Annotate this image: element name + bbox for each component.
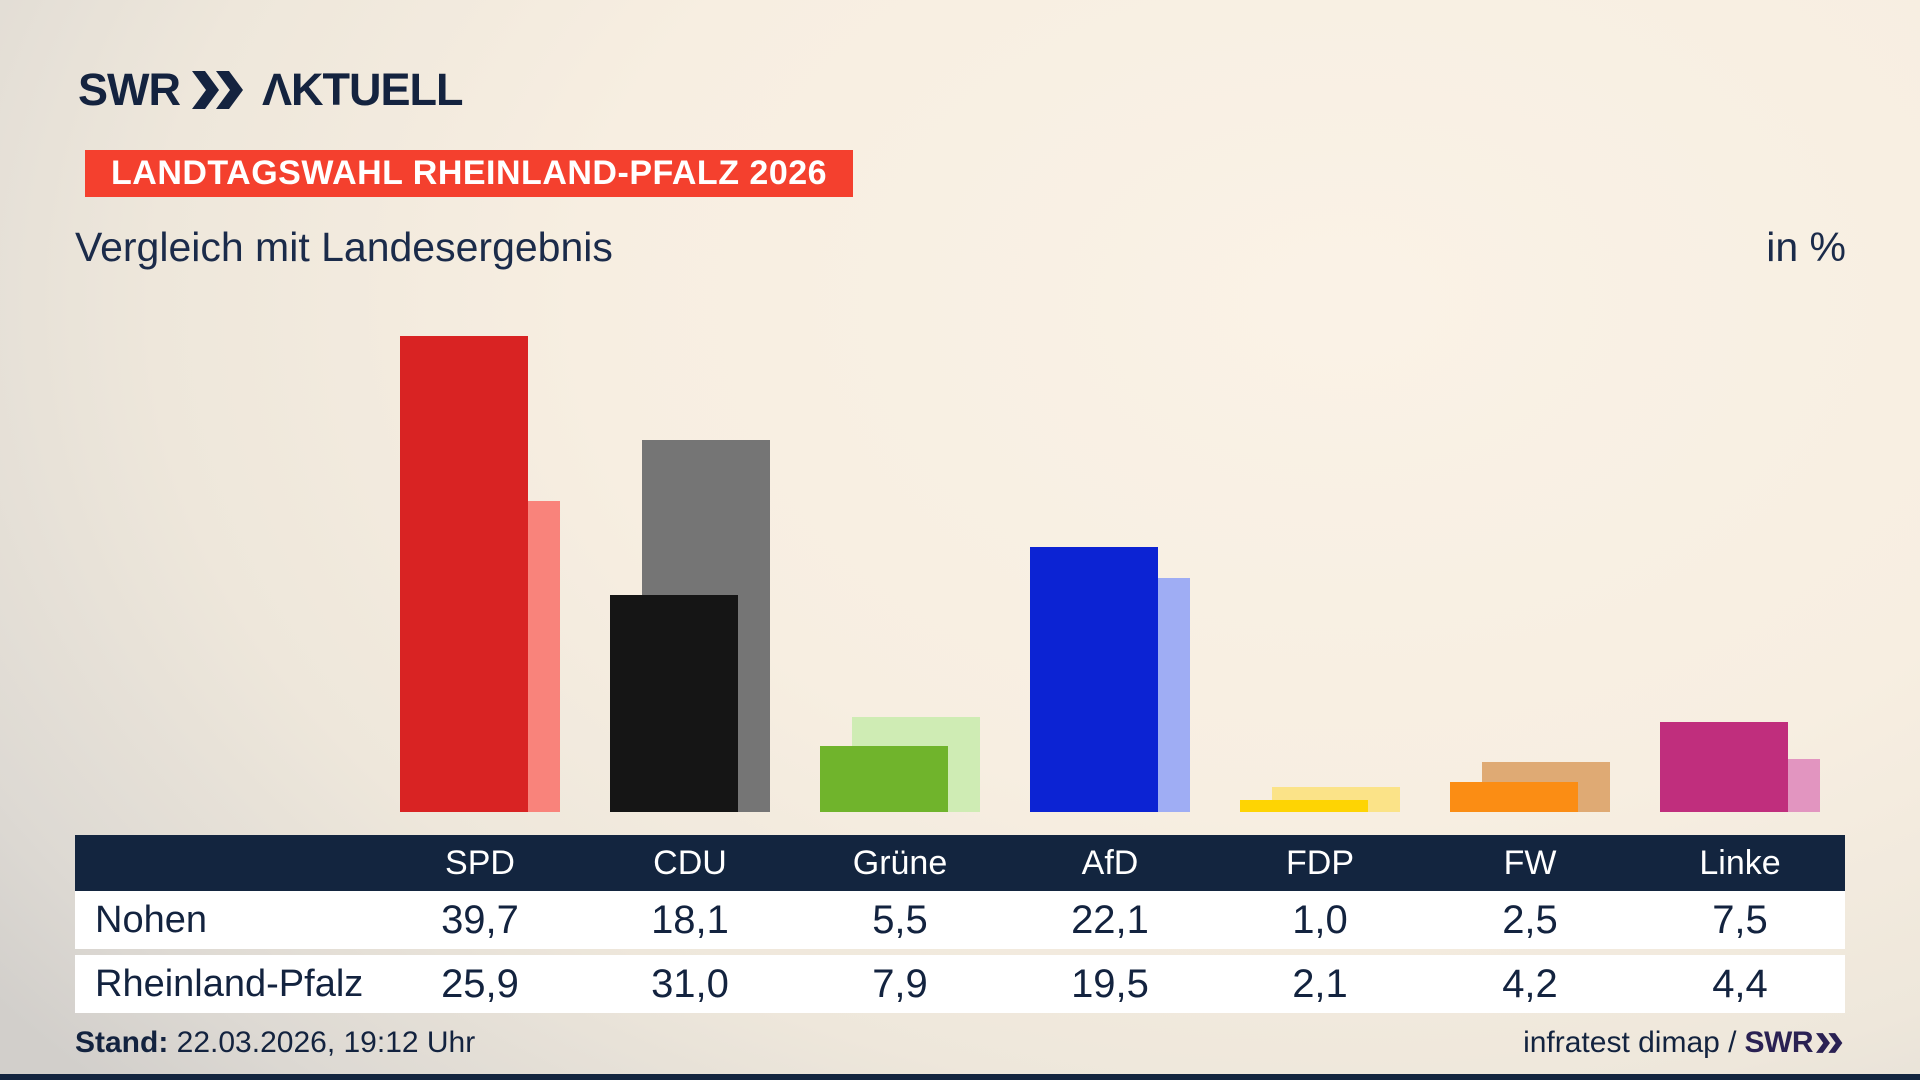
header-corner-cell xyxy=(75,835,375,891)
column-header-AfD: AfD xyxy=(1081,844,1139,882)
unit-label: in % xyxy=(1766,224,1846,270)
value-cell: 31,0 xyxy=(651,962,729,1006)
bottom-bar xyxy=(0,1074,1920,1080)
bar-FW-nohen xyxy=(1450,782,1578,812)
swr-brand: SWR xyxy=(1745,1026,1847,1060)
value-cell: 7,5 xyxy=(1712,898,1768,942)
table-header-row: SPD CDU Grüne AfD FDP FW Linke xyxy=(75,835,1845,891)
stand-label: Stand: xyxy=(75,1026,169,1059)
bar-Grüne-nohen xyxy=(820,746,948,812)
value-cell: 22,1 xyxy=(1071,898,1149,942)
footer: Stand: 22.03.2026, 19:12 Uhr infratest d… xyxy=(75,1026,1846,1060)
value-cell: 2,1 xyxy=(1292,962,1348,1006)
column-header-FDP: FDP xyxy=(1286,844,1354,882)
value-cell: 4,4 xyxy=(1712,962,1768,1006)
swr-brand-text: SWR xyxy=(1744,1026,1814,1059)
stand-value: 22.03.2026, 19:12 Uhr xyxy=(176,1026,476,1059)
value-cell: 7,9 xyxy=(872,962,928,1006)
column-header-Linke: Linke xyxy=(1699,844,1781,882)
value-cell: 1,0 xyxy=(1292,898,1348,942)
value-cell: 4,2 xyxy=(1502,962,1558,1006)
election-badge: LANDTAGSWAHL RHEINLAND-PFALZ 2026 xyxy=(85,150,854,197)
timestamp: Stand: 22.03.2026, 19:12 Uhr xyxy=(75,1026,475,1060)
results-table: SPD CDU Grüne AfD FDP FW Linke Nohen 39,7 18,1 5,… xyxy=(75,835,1845,1013)
row-label: Rheinland-Pfalz xyxy=(95,963,364,1005)
bar-FDP-nohen xyxy=(1240,800,1368,812)
swr-double-chevron-icon xyxy=(192,71,250,109)
bar-chart xyxy=(400,335,1820,812)
swr-aktuell-logo: SWR ΛKTUELL xyxy=(78,64,463,115)
logo-swr-text: SWR xyxy=(78,64,181,115)
table-row-nohen: Nohen 39,7 18,1 5,5 22,1 1,0 2,5 7,5 xyxy=(75,891,1845,949)
table-row-rheinland-pfalz: Rheinland-Pfalz 25,9 31,0 7,9 19,5 2,1 4,2 4,4 xyxy=(75,955,1845,1013)
bar-CDU-nohen xyxy=(610,594,738,812)
value-cell: 25,9 xyxy=(441,962,519,1006)
source-text: infratest dimap / xyxy=(1523,1026,1737,1059)
bar-SPD-nohen xyxy=(400,335,528,812)
value-cell: 39,7 xyxy=(441,898,519,942)
value-cell: 18,1 xyxy=(651,898,729,942)
bar-AfD-nohen xyxy=(1030,546,1158,812)
value-cell: 5,5 xyxy=(872,898,928,942)
row-label: Nohen xyxy=(95,899,207,941)
bar-Linke-nohen xyxy=(1660,722,1788,812)
value-cell: 2,5 xyxy=(1502,898,1558,942)
column-header-FW: FW xyxy=(1503,844,1557,882)
source-credit: infratest dimap / SWR xyxy=(1523,1026,1846,1060)
swr-chevron-small-icon xyxy=(1816,1033,1843,1053)
chart-title: Vergleich mit Landesergebnis xyxy=(75,224,613,270)
value-cell: 19,5 xyxy=(1071,962,1149,1006)
title-row: Vergleich mit Landesergebnis in % xyxy=(75,224,1846,271)
column-header-SPD: SPD xyxy=(445,844,515,882)
logo-aktuell-text: ΛKTUELL xyxy=(262,64,463,115)
column-header-Grüne: Grüne xyxy=(852,844,948,882)
column-header-CDU: CDU xyxy=(653,844,727,882)
